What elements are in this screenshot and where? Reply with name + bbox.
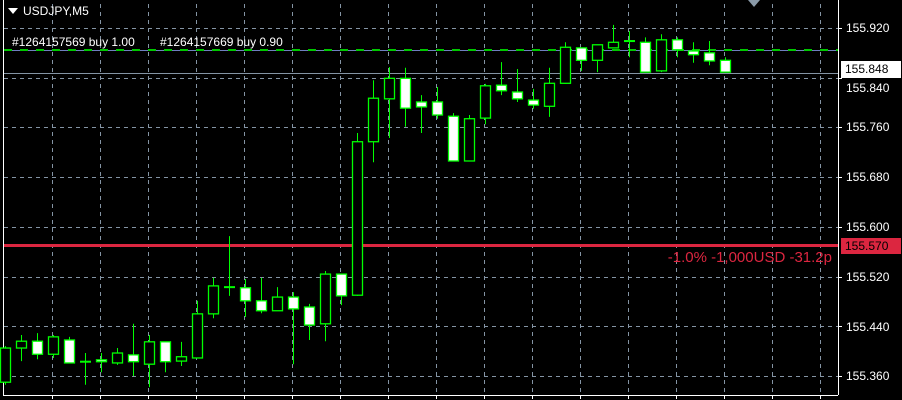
candle-bear xyxy=(719,59,732,73)
candle-bull xyxy=(111,352,124,364)
chart-title[interactable]: USDJPY,M5 xyxy=(8,4,89,18)
price-tick: 155.520 xyxy=(846,270,890,284)
stop-loss-price-label[interactable]: 155.570 xyxy=(841,238,901,254)
candle-bull xyxy=(175,356,188,362)
candle-bull xyxy=(207,285,220,315)
price-tick: 155.600 xyxy=(846,220,890,234)
price-tick: 155.360 xyxy=(846,369,890,383)
candle-bull xyxy=(0,347,12,383)
candle-bear xyxy=(495,84,508,92)
candle-bear xyxy=(527,99,540,106)
candle-bull xyxy=(543,82,556,107)
price-tick: 155.440 xyxy=(846,320,890,334)
candle-bear xyxy=(511,91,524,100)
candle-bear xyxy=(671,39,684,51)
price-tick: 155.760 xyxy=(846,120,890,134)
candle-bear xyxy=(127,354,140,363)
candle-bull xyxy=(383,77,396,100)
price-tick: 155.680 xyxy=(846,170,890,184)
candle-bull xyxy=(351,141,364,296)
candle-bull xyxy=(479,85,492,119)
candle-bull xyxy=(591,44,604,61)
candle-bull xyxy=(47,336,60,355)
candle-bull xyxy=(367,97,380,143)
candle-bull xyxy=(319,273,332,325)
price-tick: 155.840 xyxy=(846,81,890,95)
candle-bull xyxy=(463,118,476,162)
candle-bear xyxy=(703,52,716,62)
candle-bull xyxy=(15,340,28,349)
candle-bear xyxy=(399,77,412,109)
candle-bull xyxy=(607,41,620,49)
bid-price-label: 155.848 xyxy=(841,61,901,78)
order-label[interactable]: #1264157569 buy 1.00 xyxy=(12,35,135,49)
candle-bear xyxy=(335,273,348,297)
candle-bear xyxy=(287,296,300,310)
candle-bear xyxy=(303,306,316,326)
symbol-timeframe: USDJPY,M5 xyxy=(23,4,89,18)
candle-bear xyxy=(63,339,76,364)
candle-bear xyxy=(575,47,588,61)
candle-bear xyxy=(447,115,460,162)
order-label[interactable]: #1264157669 buy 0.90 xyxy=(160,35,283,49)
candle-bear xyxy=(31,340,44,355)
candle-bear xyxy=(687,50,700,56)
candle-bull xyxy=(271,296,284,312)
candle-bear xyxy=(239,287,252,302)
chart-shift-marker-icon[interactable] xyxy=(748,0,760,7)
candle-bear xyxy=(431,101,444,116)
dropdown-triangle-icon[interactable] xyxy=(8,8,18,14)
price-tick: 155.920 xyxy=(846,21,890,35)
candle-bear xyxy=(255,300,268,312)
candle-bear xyxy=(415,101,428,108)
candle-bull xyxy=(559,46,572,84)
candle-bear xyxy=(639,41,652,73)
candle-bull xyxy=(655,39,668,72)
candle-bull xyxy=(143,341,156,365)
candle-bull xyxy=(191,313,204,359)
candle-bear xyxy=(159,341,172,363)
stop-loss-info: -1.0% -1,000USD -31.2p xyxy=(667,249,832,266)
candle-bear xyxy=(95,359,108,363)
